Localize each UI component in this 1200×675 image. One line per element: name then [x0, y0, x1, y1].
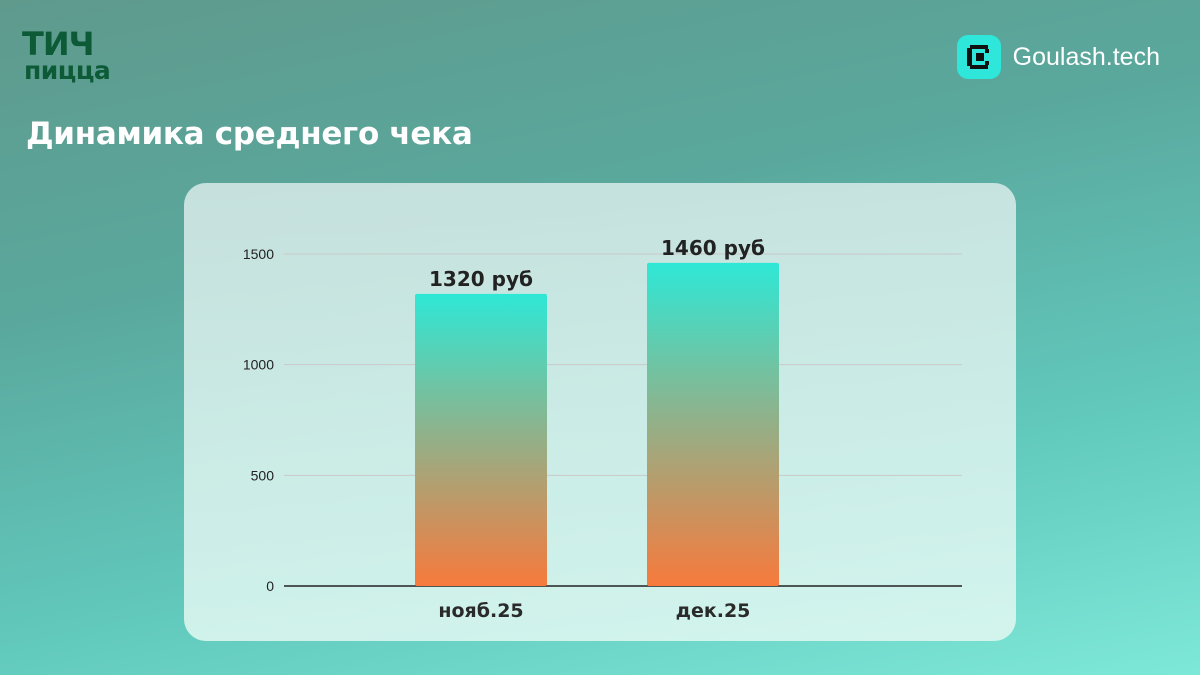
page-title: Динамика среднего чека	[26, 116, 473, 152]
y-tick-label: 0	[266, 578, 274, 594]
x-category-label: нояб.25	[438, 600, 523, 622]
brand-name: Goulash.tech	[1012, 42, 1160, 71]
bar-value-label: 1320 руб	[429, 267, 533, 291]
tich-pizza-logo: ТИЧ пицца	[22, 28, 154, 84]
y-tick-label: 1500	[243, 246, 274, 262]
goulash-logo-icon	[956, 35, 1001, 79]
y-tick-label: 1000	[243, 357, 274, 373]
logo-line-2: пицца	[24, 56, 111, 85]
x-category-label: дек.25	[676, 600, 751, 622]
logo-line-1: ТИЧ	[22, 25, 94, 63]
brand: Goulash.tech	[956, 34, 1160, 80]
chart-card: 0 500 1000 1500 1320 руб нояб.25 1460 руб дек.2…	[184, 183, 1016, 641]
bar	[647, 262, 779, 586]
y-tick-label: 500	[251, 467, 275, 483]
bar	[415, 293, 547, 586]
bar-value-label: 1460 руб	[661, 236, 765, 260]
bar-chart: 0 500 1000 1500 1320 руб нояб.25 1460 руб дек.2…	[243, 236, 962, 622]
